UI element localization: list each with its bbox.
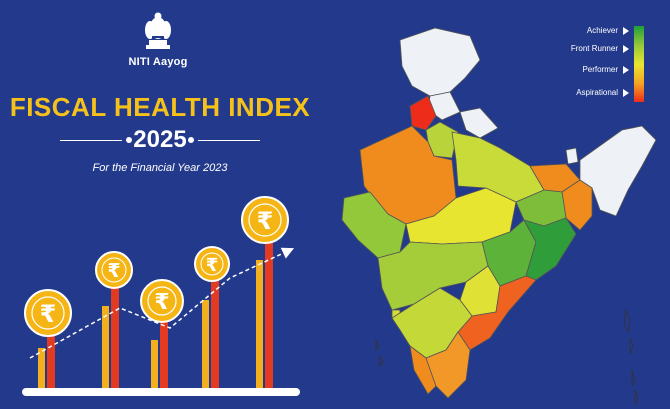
rupee-coin-icon: ₹ [241, 196, 289, 244]
coin-symbol: ₹ [40, 300, 57, 328]
growth-illustration: ₹ ₹ ₹ ₹ ₹ [22, 196, 300, 396]
pointer-arrow-icon [623, 89, 629, 97]
year-row: 2025 [60, 122, 260, 158]
page-title: FISCAL HEALTH INDEX [9, 92, 311, 122]
divider-right [198, 140, 260, 141]
legend-color-bar [634, 26, 644, 102]
legend: Achiever Front Runner Performer Aspirati… [520, 20, 660, 110]
bar-group-4 [202, 276, 219, 388]
region-kerala [409, 345, 437, 395]
rupee-coin-icon: ₹ [24, 289, 72, 337]
subtitle: For the Financial Year 2023 [92, 162, 228, 174]
bar-red-5 [265, 240, 273, 388]
region-jammu-kashmir [399, 27, 481, 97]
bar-group-3 [151, 316, 168, 388]
bar-yellow-5 [256, 260, 263, 388]
divider-left [60, 140, 122, 141]
pointer-arrow-icon [623, 66, 629, 74]
coin-symbol: ₹ [257, 207, 274, 235]
bar-yellow-4 [202, 300, 209, 388]
pointer-arrow-icon [623, 27, 629, 35]
region-tamil-nadu [425, 331, 471, 399]
national-emblem-icon [145, 12, 171, 49]
pointer-arrow-icon [623, 45, 629, 53]
rupee-coin-icon: ₹ [95, 251, 133, 289]
coin-symbol: ₹ [107, 260, 120, 282]
bar-red-2 [111, 280, 119, 388]
logo-text: NITI Aayog [128, 56, 188, 68]
coin-symbol: ₹ [154, 290, 169, 315]
bar-red-4 [211, 276, 219, 388]
region-uttarakhand [459, 107, 499, 139]
bar-red-3 [160, 316, 168, 388]
bar-yellow-2 [102, 306, 109, 388]
rupee-coin-icon: ₹ [194, 246, 230, 282]
coin-symbol: ₹ [206, 255, 219, 276]
year-label: 2025 [133, 126, 187, 153]
divider-dot-left [126, 137, 132, 143]
bar-yellow-1 [38, 348, 45, 388]
bar-group-1 [38, 323, 55, 388]
legend-label-performer: Performer [582, 65, 618, 74]
rupee-coin-icon: ₹ [140, 279, 184, 323]
illustration-base [22, 388, 300, 396]
region-odisha [523, 217, 577, 281]
bar-red-1 [47, 323, 55, 388]
bar-group-2 [102, 280, 119, 388]
bar-group-5 [256, 240, 273, 388]
legend-label-aspirational: Aspirational [576, 88, 618, 97]
legend-label-front-runner: Front Runner [570, 44, 618, 53]
region-sikkim [565, 147, 579, 165]
divider-dot-right [188, 137, 194, 143]
india-map [341, 27, 657, 405]
legend-label-achiever: Achiever [586, 26, 618, 35]
region-punjab [409, 95, 437, 131]
region-andaman-nicobar [623, 308, 639, 405]
region-lakshadweep [375, 339, 384, 368]
trend-arrow-icon [29, 247, 295, 359]
bar-yellow-3 [151, 340, 158, 388]
